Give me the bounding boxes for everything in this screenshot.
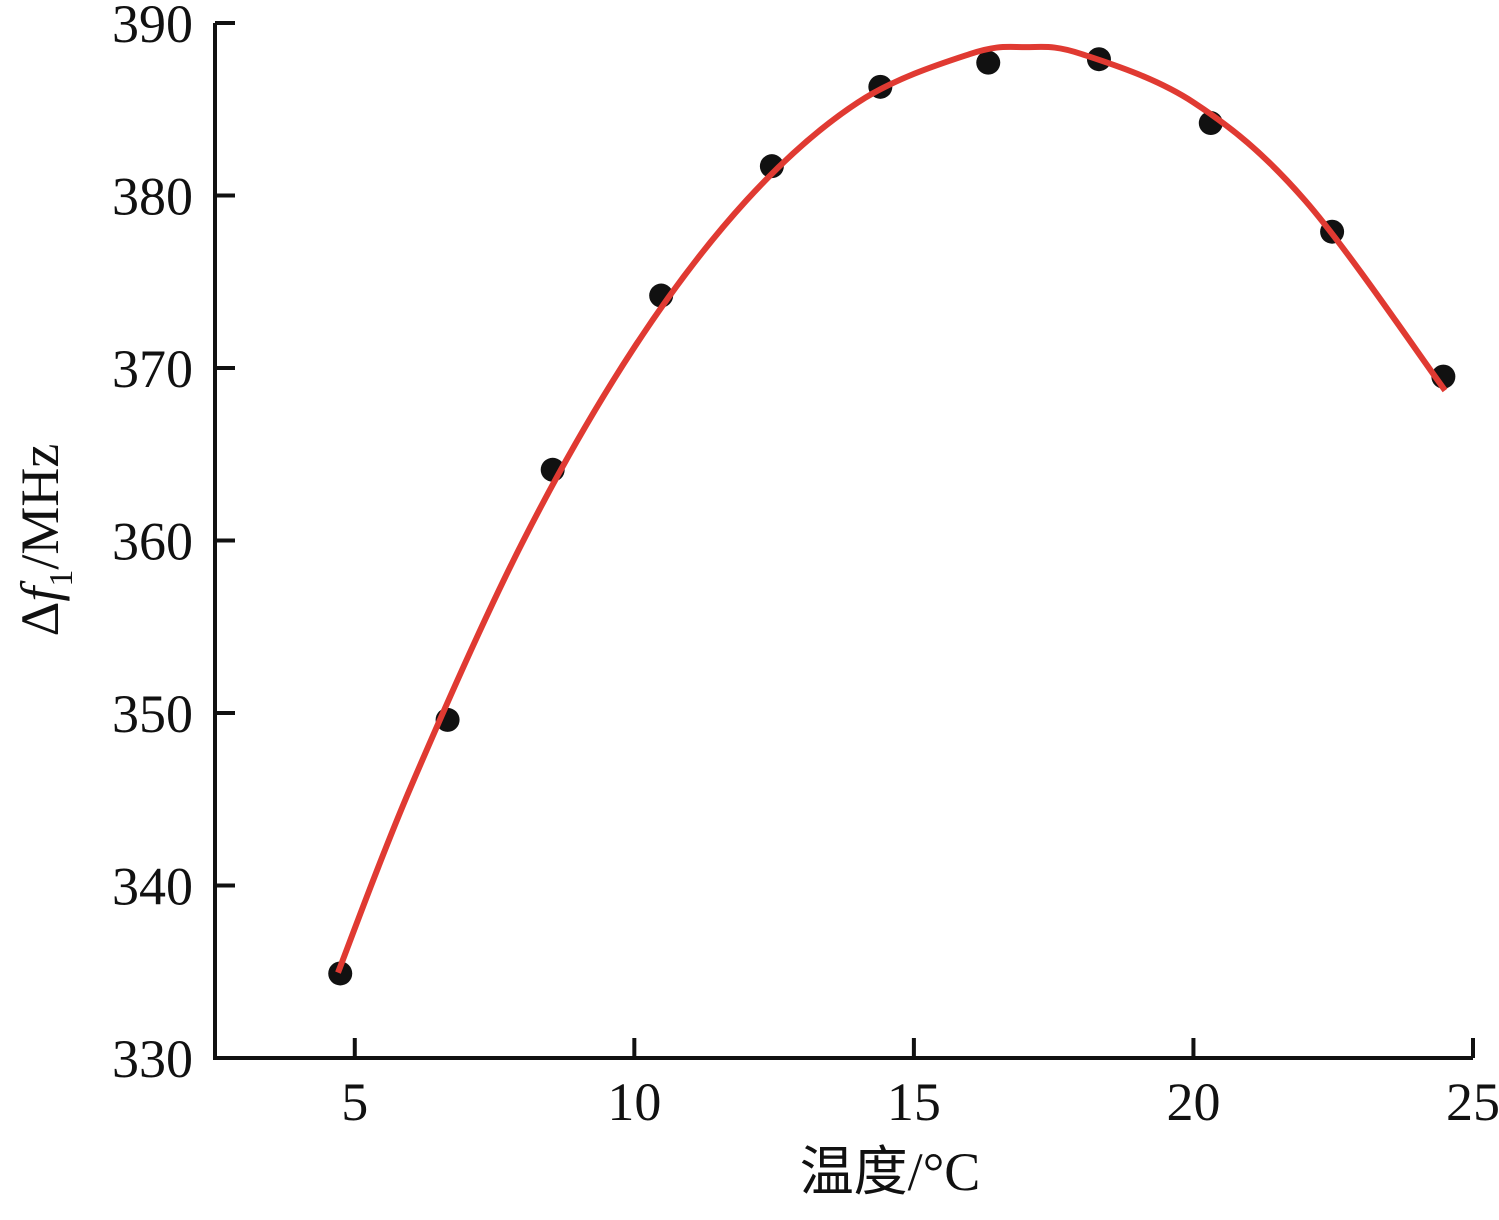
x-tick-label: 20 (1166, 1072, 1220, 1132)
x-tick-label: 10 (607, 1072, 661, 1132)
y-tick-label: 380 (112, 167, 193, 227)
data-point (759, 154, 784, 179)
y-tick-label: 350 (112, 684, 193, 744)
y-axis-label: Δf1/MHz (10, 444, 80, 637)
data-point (976, 50, 1001, 75)
y-label-subscript: 1 (43, 570, 80, 587)
fit-curve (335, 43, 1448, 974)
x-tick-label: 25 (1446, 1072, 1499, 1132)
y-tick-label: 390 (112, 0, 193, 54)
x-axis-label: 温度/°C (800, 1142, 981, 1202)
y-label-unit: /MHz (10, 444, 70, 570)
y-tick-label: 330 (112, 1029, 193, 1089)
y-tick-label: 360 (112, 512, 193, 572)
y-tick-label: 340 (112, 857, 193, 917)
y-label-symbol: Δ (10, 602, 70, 637)
x-tick-label: 5 (341, 1072, 368, 1132)
x-tick-label: 15 (887, 1072, 941, 1132)
y-tick-label: 370 (112, 339, 193, 399)
